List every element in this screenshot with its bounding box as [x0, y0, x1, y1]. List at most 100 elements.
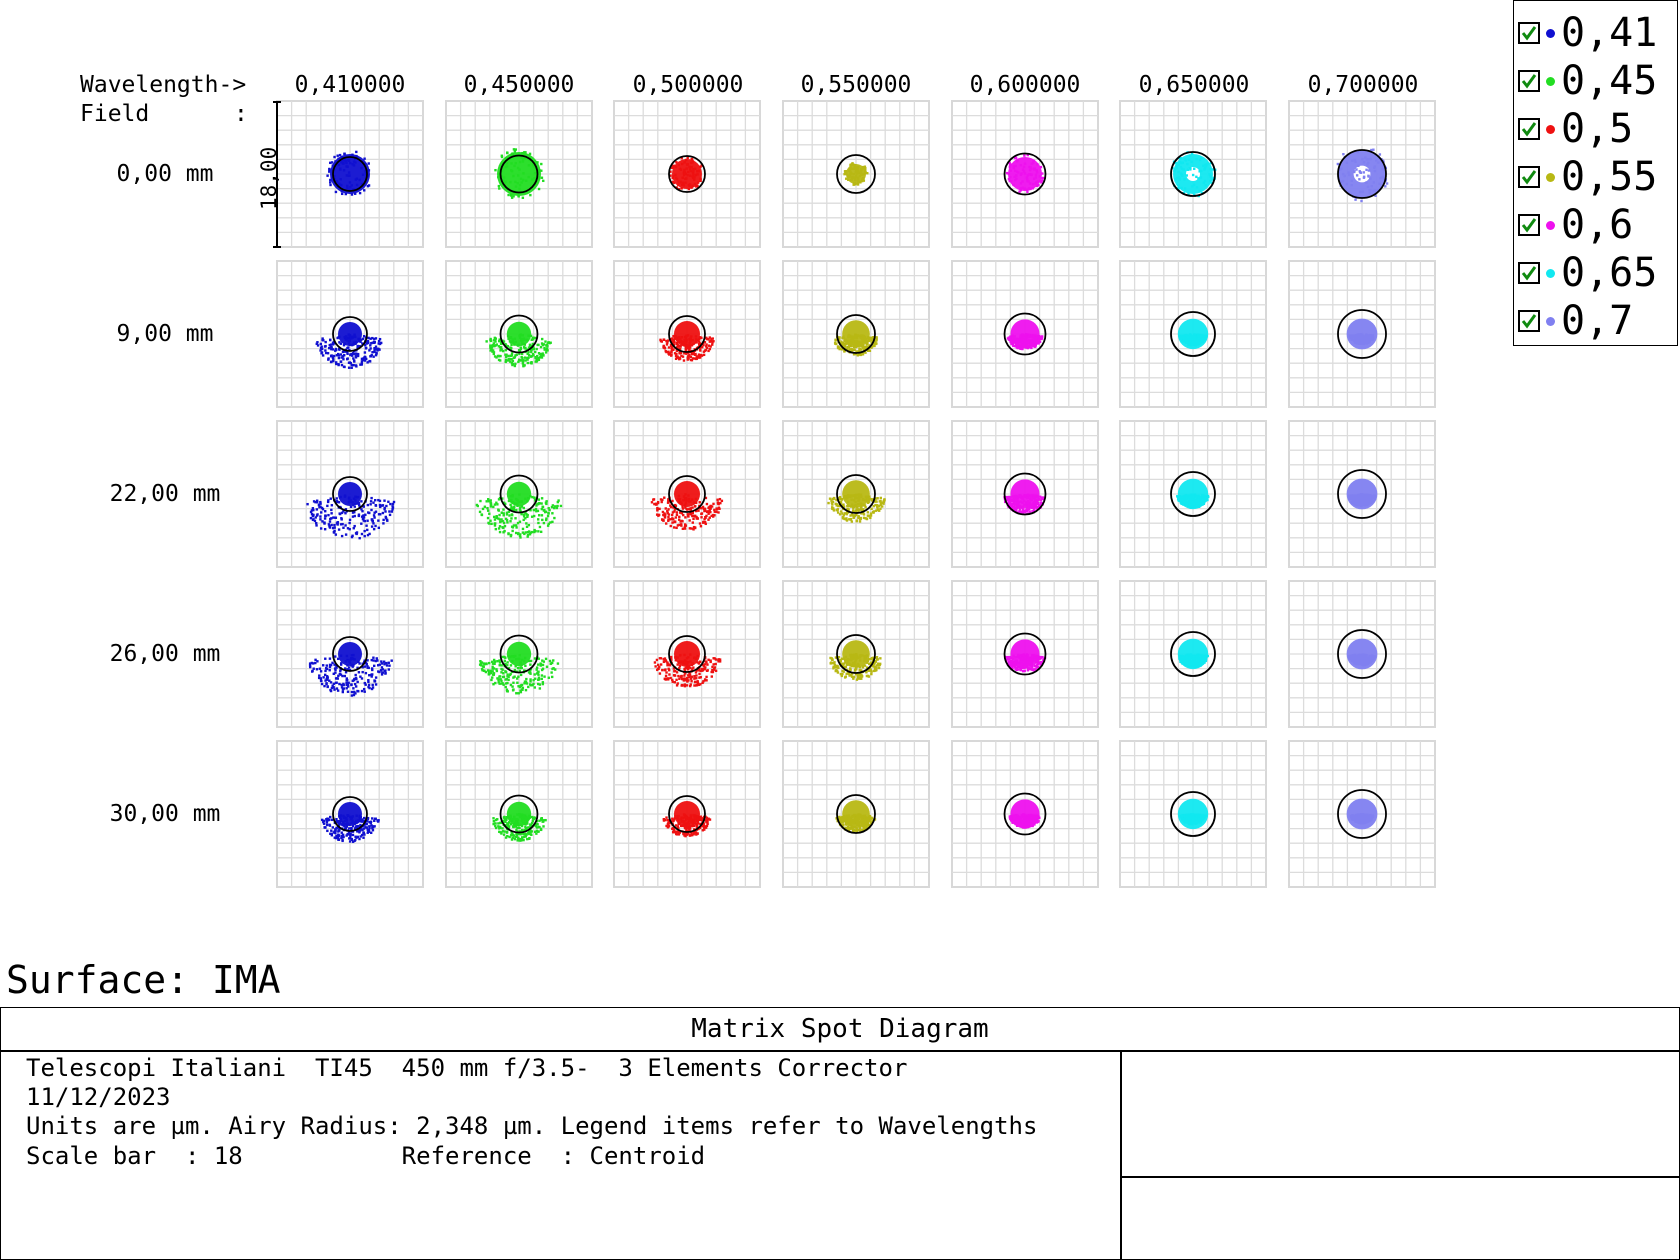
checkbox-checked[interactable] — [1518, 214, 1540, 236]
spot-pattern — [492, 794, 547, 842]
spot-pattern — [1003, 792, 1047, 836]
spot-pattern — [1003, 152, 1047, 196]
grid-cell — [1288, 740, 1436, 888]
spot-pattern — [308, 636, 393, 697]
spot-pattern — [1337, 789, 1387, 839]
spot-pattern — [1170, 311, 1216, 357]
spot-pattern — [829, 634, 882, 681]
field-label: 22,00 mm — [109, 481, 221, 507]
spot-pattern — [1337, 629, 1387, 679]
spot-pattern — [494, 148, 545, 200]
spot-pattern — [1003, 632, 1047, 676]
spot-pattern — [1336, 148, 1389, 203]
scale-bar-label: 18,00 — [257, 147, 281, 210]
spot-pattern — [1170, 791, 1216, 837]
info-system-description: Telescopi Italiani TI45 450 mm f/3.5- 3 … — [26, 1054, 908, 1082]
spot-pattern — [320, 796, 380, 843]
grid-cell — [613, 740, 761, 888]
grid-cell — [613, 580, 761, 728]
spot-matrix: 18,00 — [257, 100, 1436, 888]
legend-label: 0,41 — [1561, 10, 1658, 56]
wavelength-label: 0,600000 — [969, 72, 1081, 98]
spot-pattern — [475, 474, 563, 539]
divider — [1120, 1050, 1122, 1260]
grid-cell — [951, 420, 1099, 568]
checkbox-checked[interactable] — [1518, 262, 1540, 284]
grid-cell — [951, 580, 1099, 728]
scale-bar: 18,00 — [257, 101, 281, 248]
legend-dot-icon — [1546, 124, 1555, 134]
wavelength-label: 0,550000 — [800, 72, 912, 98]
checkbox-checked[interactable] — [1518, 70, 1540, 92]
wavelength-label: 0,410000 — [294, 72, 406, 98]
divider — [1120, 1176, 1680, 1178]
grid-cell — [1119, 740, 1267, 888]
spot-pattern — [662, 795, 712, 838]
info-units: Units are µm. Airy Radius: 2,348 µm. Leg… — [26, 1112, 1038, 1140]
legend-dot-icon — [1546, 76, 1555, 86]
spot-pattern — [659, 315, 715, 362]
spot-pattern — [1170, 471, 1216, 517]
spot-pattern — [326, 150, 371, 196]
legend-item[interactable]: 0,41 — [1518, 10, 1657, 56]
checkbox-checked[interactable] — [1518, 310, 1540, 332]
spot-pattern — [1003, 312, 1047, 356]
checkbox-checked[interactable] — [1518, 166, 1540, 188]
legend-item[interactable]: 0,65 — [1518, 250, 1657, 296]
divider — [0, 1050, 1680, 1052]
diagram-title: Matrix Spot Diagram — [691, 1014, 989, 1044]
grid-cell — [782, 100, 930, 248]
grid-cell — [445, 420, 593, 568]
spot-pattern — [485, 314, 552, 368]
legend-item[interactable]: 0,55 — [1518, 154, 1657, 200]
spot-pattern — [833, 314, 878, 357]
spot-diagram-plot: Wavelength-> Field : 0,410000 0,450000 0… — [80, 72, 1436, 888]
surface-label: Surface: IMA — [6, 958, 281, 1002]
spot-pattern — [1170, 151, 1217, 198]
grid-cell — [445, 740, 593, 888]
wavelength-label: 0,700000 — [1307, 72, 1419, 98]
legend-dot-icon — [1546, 220, 1555, 230]
legend-dot-icon — [1546, 172, 1555, 182]
spot-pattern — [650, 475, 724, 531]
legend-item[interactable]: 0,5 — [1518, 106, 1633, 152]
grid-cell — [951, 260, 1099, 408]
legend-item[interactable]: 0,7 — [1518, 298, 1633, 344]
wavelength-axis-label: Wavelength-> — [80, 72, 247, 98]
spot-pattern — [1337, 469, 1387, 519]
grid-cell — [613, 260, 761, 408]
legend-label: 0,45 — [1561, 58, 1658, 104]
spot-pattern — [836, 154, 876, 194]
field-label: 26,00 mm — [109, 641, 221, 667]
field-axis-colon: : — [234, 101, 248, 127]
grid-cell — [276, 420, 424, 568]
wavelength-label: 0,500000 — [632, 72, 744, 98]
spot-pattern — [1337, 309, 1387, 359]
checkbox-checked[interactable] — [1518, 22, 1540, 44]
grid-cell — [445, 260, 593, 408]
field-axis-label: Field — [80, 101, 150, 127]
spot-pattern — [653, 635, 722, 688]
grid-cell — [276, 100, 424, 248]
legend-dot-icon — [1546, 268, 1555, 278]
legend-label: 0,5 — [1561, 106, 1634, 152]
field-label: 30,00 mm — [109, 801, 221, 827]
spot-pattern — [306, 476, 396, 540]
wavelength-legend: 0,41 0,45 0,5 0,55 0,6 0,65 0,7 — [1513, 0, 1678, 346]
spot-pattern — [827, 474, 886, 523]
legend-label: 0,7 — [1561, 298, 1634, 344]
legend-label: 0,65 — [1561, 250, 1658, 296]
grid-cell — [613, 100, 761, 248]
grid-cell — [782, 260, 930, 408]
field-label: 9,00 mm — [116, 321, 214, 347]
legend-dot-icon — [1546, 316, 1555, 326]
spot-pattern — [1003, 472, 1047, 516]
checkbox-checked[interactable] — [1518, 118, 1540, 140]
grid-cell — [782, 740, 930, 888]
legend-item[interactable]: 0,6 — [1518, 202, 1633, 248]
wavelength-label: 0,450000 — [463, 72, 575, 98]
legend-item[interactable]: 0,45 — [1518, 58, 1657, 104]
info-scale-reference: Scale bar : 18 Reference : Centroid — [26, 1142, 706, 1170]
grid-cell — [782, 580, 930, 728]
legend-label: 0,6 — [1561, 202, 1634, 248]
